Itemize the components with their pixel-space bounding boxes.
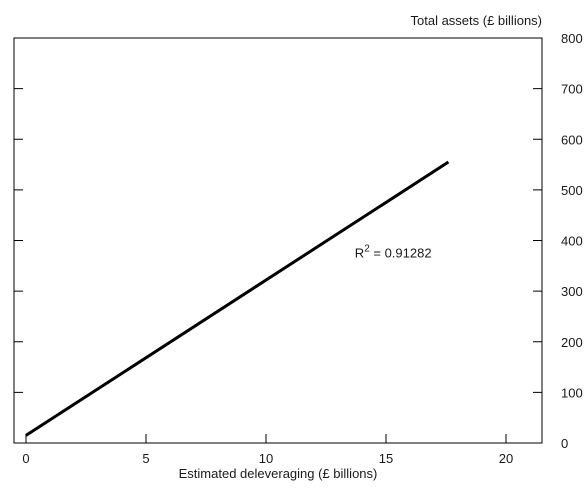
x-tick-label: 15 — [379, 451, 393, 466]
r-squared-prefix: R — [355, 246, 364, 261]
y-tick-label: 800 — [561, 31, 583, 46]
y-tick-label: 100 — [561, 385, 583, 400]
y-tick-label: 300 — [561, 284, 583, 299]
y-axis-label: Total assets (£ billions) — [411, 13, 543, 28]
y-tick-label: 400 — [561, 234, 583, 249]
x-axis-label: Estimated deleveraging (£ billions) — [179, 466, 378, 481]
y-tick-label: 200 — [561, 335, 583, 350]
r-squared-annotation: R2 = 0.91282 — [355, 244, 432, 261]
x-tick-label: 5 — [142, 451, 149, 466]
plot-frame — [13, 37, 543, 444]
y-tick-label: 700 — [561, 82, 583, 97]
x-tick-label: 20 — [499, 451, 513, 466]
x-tick-label: 10 — [259, 451, 273, 466]
x-tick-label: 0 — [22, 451, 29, 466]
y-tick-label: 0 — [561, 436, 568, 451]
y-tick-label: 600 — [561, 132, 583, 147]
series-line — [25, 160, 450, 437]
y-tick-label: 500 — [561, 183, 583, 198]
r-squared-value: = 0.91282 — [370, 246, 432, 261]
r-squared-superscript: 2 — [364, 244, 370, 255]
